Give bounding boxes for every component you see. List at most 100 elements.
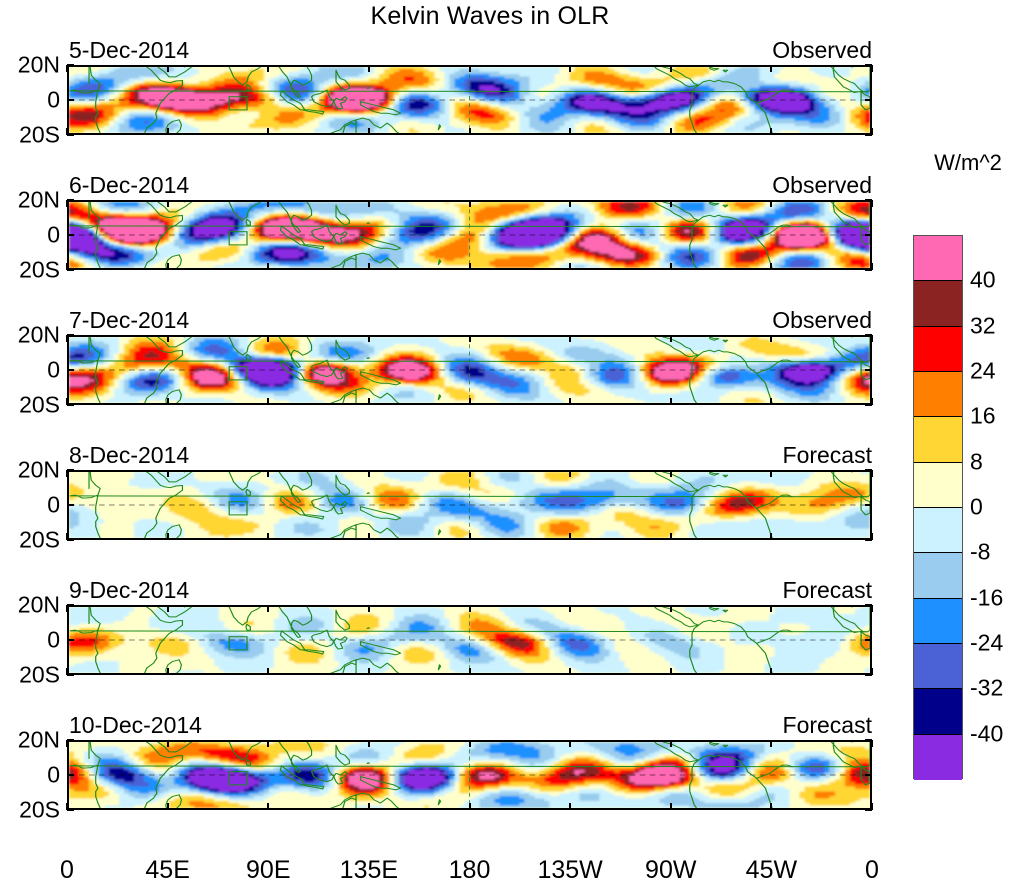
coastlines [69,472,870,538]
axis-tick [865,64,872,66]
axis-tick [770,128,773,135]
x-axis-tick-label: 180 [449,856,491,885]
axis-tick [770,668,773,675]
axis-tick [367,263,370,270]
map-panel-3: 7-Dec-2014 Observed 20N 0 20S [18,307,873,418]
colorbar-band [914,371,962,418]
colorbar-band [914,734,962,780]
map-plot-area [67,470,872,540]
region-box [228,636,248,651]
axis-tick [166,605,169,612]
axis-tick [865,269,872,271]
colorbar-tick-label: 16 [970,403,996,430]
axis-tick [569,263,572,270]
axis-tick [468,470,471,477]
axis-tick [367,533,370,540]
colorbar-tick-label: -16 [970,584,1003,611]
x-axis-tick-label: 90W [645,856,696,885]
axis-tick [166,740,169,747]
x-axis-tick-label: 45W [746,856,797,885]
axis-tick [865,369,872,371]
panel-status-label: Observed [772,37,872,64]
axis-tick [865,739,872,741]
coastlines [69,337,870,403]
axis-tick [166,668,169,675]
colorbar-tick-label: 8 [970,448,983,475]
axis-tick [267,605,270,612]
panel-date-label: 8-Dec-2014 [69,442,189,469]
colorbar-band [914,417,962,463]
y-axis-tick-label: 20N [18,592,60,619]
axis-tick [770,605,773,612]
coastlines [69,67,870,133]
x-axis-tick-label: 90E [246,856,290,885]
axis-tick [770,740,773,747]
colorbar-band [914,598,962,644]
colorbar-tick-labels: 40 32 24 16 8 0 -8 -16 -24 -32 -40 [970,235,1021,779]
axis-tick [66,398,68,405]
axis-tick [569,470,572,477]
panel-date-label: 7-Dec-2014 [69,307,189,334]
axis-tick [871,263,873,270]
axis-tick [367,740,370,747]
map-panel-4: 8-Dec-2014 Forecast 20N 0 20S [18,442,873,553]
colorbar-tick-label: -24 [970,630,1003,657]
axis-tick [267,668,270,675]
axis-tick [267,470,270,477]
axis-tick [871,335,873,342]
region-box [228,366,248,381]
axis-tick [166,335,169,342]
axis-tick [770,65,773,72]
axis-tick [669,740,672,747]
y-axis-tick-label: 20N [18,457,60,484]
colorbar [913,235,963,780]
x-axis-tick-label: 135E [340,856,398,885]
axis-tick [468,398,471,405]
axis-tick [367,470,370,477]
axis-tick [267,533,270,540]
axis-tick [669,533,672,540]
map-plot-area [67,65,872,135]
axis-tick [67,404,74,406]
axis-tick [67,234,74,236]
colorbar-band [914,236,962,282]
axis-tick [669,335,672,342]
colorbar-band [914,281,962,327]
axis-tick [871,740,873,747]
axis-tick [770,533,773,540]
axis-tick [67,809,74,811]
colorbar-tick-label: 40 [970,267,996,294]
axis-tick [67,99,74,101]
colorbar-band [914,553,962,599]
region-box [228,231,248,246]
axis-tick [669,128,672,135]
axis-tick [267,398,270,405]
x-axis-tick-label: 0 [865,856,879,885]
axis-tick [871,533,873,540]
colorbar-tick-label: 24 [970,358,996,385]
region-box [228,96,248,111]
axis-tick [67,64,74,66]
axis-tick [468,65,471,72]
axis-tick [569,65,572,72]
coastlines [69,742,870,808]
y-axis-tick-label: 20S [19,527,60,554]
axis-tick [865,334,872,336]
axis-tick [569,740,572,747]
axis-tick [669,263,672,270]
axis-tick [569,398,572,405]
olr-anomaly-field [69,472,870,538]
axis-tick [166,470,169,477]
axis-tick [367,398,370,405]
olr-anomaly-field [69,67,870,133]
axis-tick [67,134,74,136]
axis-tick [871,668,873,675]
colorbar-unit-label: W/m^2 [913,150,1021,176]
axis-tick [166,398,169,405]
axis-tick [669,200,672,207]
axis-tick [871,200,873,207]
axis-tick [669,803,672,810]
axis-tick [367,128,370,135]
axis-tick [871,803,873,810]
colorbar-tick-label: -8 [970,539,990,566]
